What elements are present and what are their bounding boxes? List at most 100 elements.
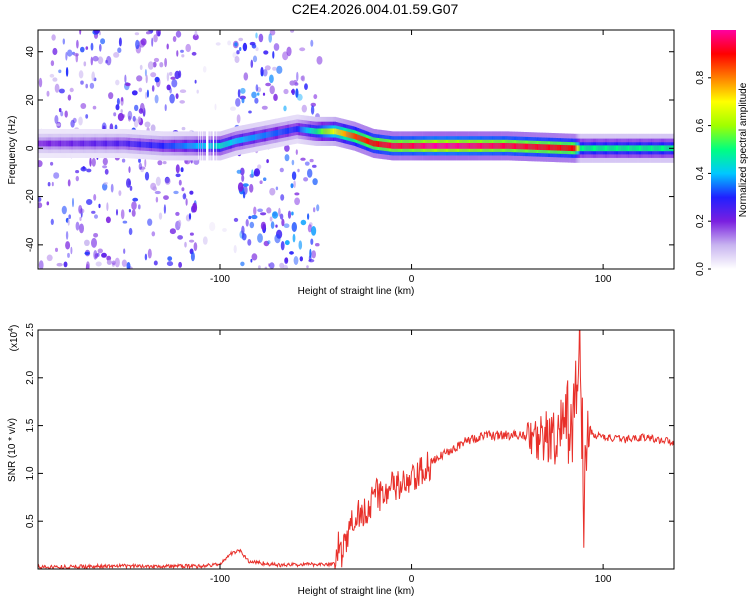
- spectrogram-ridge-cell: [90, 140, 92, 147]
- spectrogram-ridge-cell: [568, 145, 570, 151]
- spectrogram-noise-cell: [255, 84, 259, 92]
- spectrogram-ridge-cell: [289, 127, 291, 134]
- spectrogram-ridge-cell: [258, 133, 260, 140]
- spectrogram-noise-cell: [65, 51, 68, 61]
- spectrogram-ridge-cell: [544, 144, 546, 151]
- spectrogram-noise-cell: [242, 42, 248, 52]
- spectrogram-noise-cell: [251, 214, 258, 220]
- spectrogram-ridge-cell: [102, 140, 104, 147]
- spectrogram-ridge-cell: [453, 143, 455, 149]
- spectrogram-ridge-cell: [613, 145, 615, 152]
- spectrogram-ridge-cell: [437, 143, 439, 149]
- spectrogram-noise-cell: [128, 209, 131, 213]
- spectrogram-ridge-cell: [133, 141, 136, 147]
- spectrogram-ridge-cell: [421, 143, 423, 149]
- spectrogram-ridge-cell: [580, 145, 582, 152]
- spectrogram-ridge-cell: [208, 143, 210, 149]
- spectrogram-ridge-cell: [443, 143, 445, 149]
- spectrogram-noise-cell: [67, 179, 71, 187]
- spectrogram-ridge-cell: [365, 137, 367, 144]
- spectrogram-noise-cell: [251, 44, 257, 49]
- spectrogram-ridge-cell: [315, 128, 318, 135]
- spectrogram-ridge-cell: [366, 138, 368, 144]
- spectrogram-noise-cell: [147, 218, 153, 226]
- spectrogram-noise-cell: [144, 91, 148, 100]
- spectrogram-ridge-cell: [637, 145, 639, 152]
- spectrogram-ridge-cell: [51, 140, 53, 147]
- spectrogram-ridge-cell: [625, 145, 627, 152]
- spectrogram-ridge-cell: [667, 145, 669, 152]
- spectrogram-ridge-cell: [67, 140, 69, 147]
- spectrogram-noise-cell: [98, 203, 101, 209]
- spectrogram-noise-cell: [159, 61, 164, 68]
- spectrogram-noise-cell: [179, 89, 187, 93]
- spectrogram-ridge-cell: [494, 143, 497, 149]
- spectrogram-ridge-cell: [550, 144, 552, 151]
- spectrogram-ridge-cell: [372, 140, 374, 146]
- spectrogram-ridge-cell: [109, 140, 112, 147]
- spectrogram-ridge-cell: [100, 140, 102, 147]
- spectrogram-noise-cell: [164, 177, 171, 185]
- spectrogram-ridge-cell: [98, 140, 100, 147]
- snr-frame: [37, 329, 675, 570]
- spectrogram-noise-cell: [262, 69, 268, 77]
- spectrogram-ridge-cell: [491, 143, 493, 149]
- spectrogram-noise-cell: [175, 164, 180, 174]
- spectrogram-noise-cell: [113, 52, 120, 58]
- spectrogram-ridge-cell: [522, 143, 524, 150]
- spectrogram-ridge-cell: [527, 143, 529, 150]
- spectrogram-noise-cell: [258, 33, 264, 43]
- spectrogram-noise-cell: [153, 34, 158, 43]
- spectrogram-noise-cell: [75, 221, 80, 231]
- spectrogram-noise-cell: [134, 32, 140, 36]
- spectrogram-noise-cell: [65, 231, 69, 240]
- spectrogram-noise-cell: [46, 201, 50, 206]
- spectrogram-ridge-cell: [466, 143, 468, 149]
- spectrogram-ridge-cell: [128, 140, 130, 147]
- spectrogram-ridge-cell: [425, 143, 428, 149]
- colorbar-ticks: 0.0 0.2 0.4 0.6 0.8: [695, 70, 711, 276]
- spectrogram-ridge-cell: [253, 134, 255, 141]
- spectrogram-ridge-cell: [485, 143, 487, 149]
- spectrogram-ridge-cell: [472, 143, 475, 149]
- spectrogram-ridge-cell: [160, 142, 162, 149]
- spectrogram-noise-cell: [53, 172, 60, 179]
- spectrogram-ridge-cell: [435, 143, 437, 149]
- spectrogram-noise-cell: [257, 164, 262, 170]
- spectrogram-noise-cell: [154, 94, 159, 104]
- spectrogram-noise-cell: [46, 90, 50, 97]
- spectrogram-ridge-cell: [393, 143, 395, 149]
- spectrogram-ridge-cell: [142, 141, 144, 148]
- spectrogram-noise-cell: [138, 204, 141, 210]
- spectrogram-noise-cell: [234, 56, 240, 63]
- spectrogram-noise-cell: [284, 144, 290, 152]
- spectrogram-ridge-cell: [389, 142, 391, 149]
- spectrogram-ridge-cell: [538, 144, 540, 150]
- figure-title: C2E4.2026.004.01.59.G07: [292, 1, 459, 17]
- spectrogram-noise-cell: [279, 213, 284, 220]
- spectrogram-ridge-cell: [431, 143, 433, 149]
- spectrogram-noise-cell: [164, 57, 168, 68]
- spectrogram-ridge-cell: [332, 128, 334, 135]
- spectrogram-ridge-cell: [382, 141, 385, 148]
- spectrogram-ridge-cell: [495, 143, 498, 149]
- spectrogram-noise-cell: [157, 31, 161, 37]
- spectrogram-ridge-cell: [279, 129, 281, 136]
- spectrogram-noise-cell: [290, 30, 295, 33]
- spectrogram-ridge-cell: [587, 145, 590, 152]
- spectrogram-ridge-cell: [401, 143, 403, 149]
- spectrogram-ridge-cell: [492, 143, 494, 149]
- spectrogram-ridge-cell: [563, 145, 566, 151]
- spectrogram-ridge-cell: [61, 140, 64, 147]
- spectrogram-ridge-cell: [225, 141, 227, 147]
- spectrogram-ridge-cell: [60, 140, 62, 147]
- spectrogram-noise-cell: [279, 167, 284, 173]
- spectrogram-ridge-cell: [186, 143, 188, 149]
- spectrogram-ridge-cell: [603, 145, 605, 152]
- spectrogram-noise-cell: [167, 256, 173, 261]
- spectrogram-ridge-cell: [551, 144, 553, 151]
- spectrogram-ridge-cell: [448, 143, 451, 149]
- spectrogram-ridge-cell: [396, 143, 398, 149]
- spectrogram-ridge-cell: [304, 127, 306, 133]
- spectrogram-ridge-cell: [363, 136, 365, 143]
